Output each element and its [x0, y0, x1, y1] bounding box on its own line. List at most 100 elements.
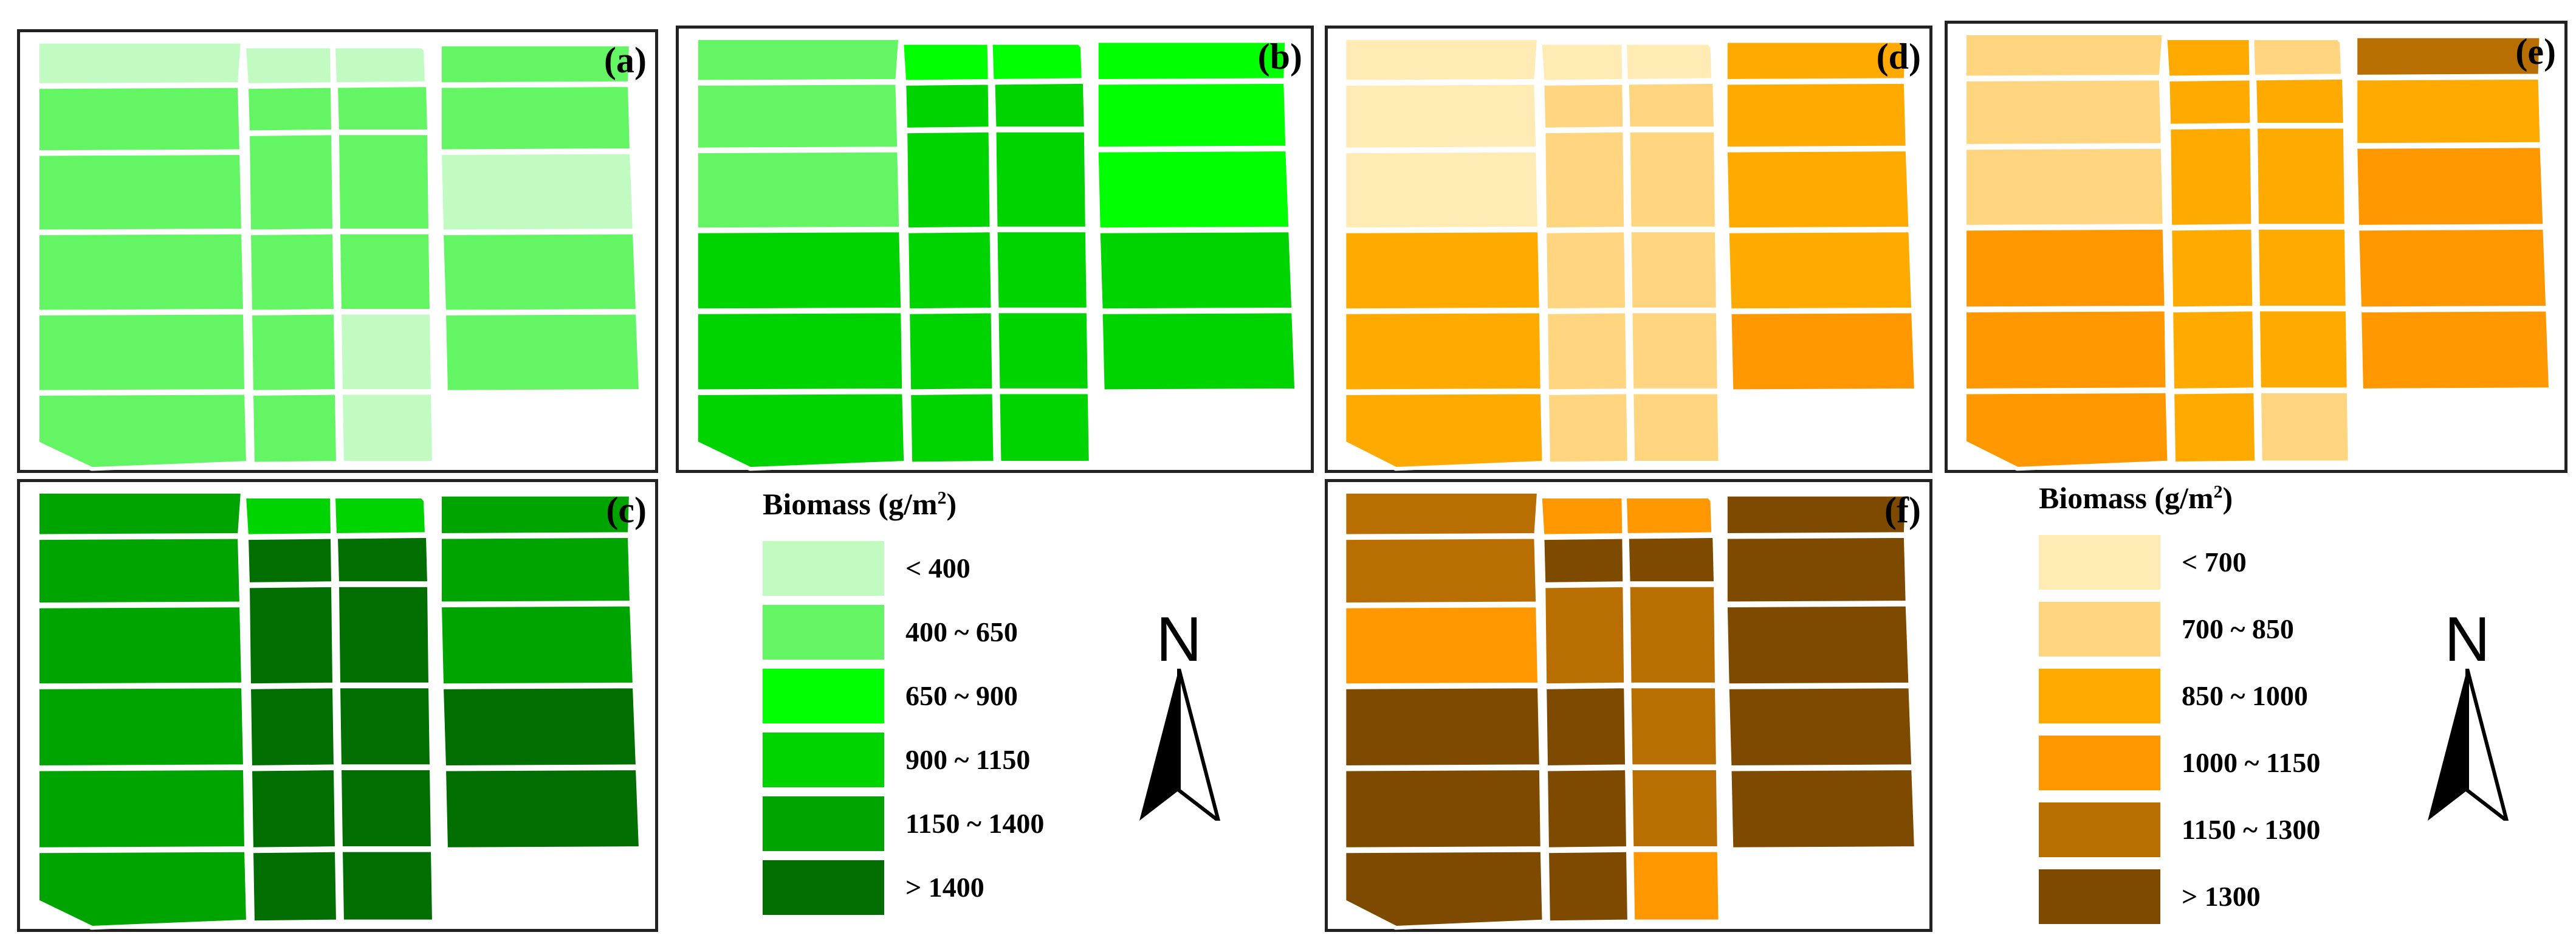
field-plot: [994, 309, 1093, 393]
field-plot: [2251, 75, 2348, 127]
legend-green: Biomass (g/m2) < 400 400 ~ 650 650 ~ 900…: [763, 486, 1127, 924]
north-label: N: [2444, 604, 2490, 675]
field-plot: [1341, 848, 1547, 930]
field-plot: [2167, 226, 2258, 311]
field-plot: [1624, 80, 1719, 131]
field-plot: [35, 535, 244, 607]
field-plot: [1341, 148, 1542, 232]
field-plot: [334, 583, 433, 687]
field-plot: [1341, 309, 1545, 393]
field-plot: [1626, 583, 1720, 687]
field-plot: [337, 311, 436, 393]
field-plot: [693, 390, 909, 471]
field-plot: [1544, 848, 1632, 925]
field-plot: [1624, 534, 1719, 585]
field-plot: [1723, 80, 1911, 151]
legend-label: 900 ~ 1150: [905, 744, 1031, 775]
field-plot: [1962, 226, 2169, 311]
legend-label: 850 ~ 1000: [2182, 680, 2308, 711]
field-plot: [693, 81, 902, 152]
map-panel-c: (c): [17, 479, 658, 932]
field-map-c: [35, 489, 644, 930]
field-plot: [1626, 228, 1721, 312]
field-plot: [35, 766, 249, 852]
field-plot: [331, 44, 430, 86]
field-plot: [1726, 309, 1919, 393]
field-plot: [35, 311, 249, 394]
field-plot: [1341, 766, 1545, 852]
field-plot: [901, 81, 994, 132]
north-arrow: N: [2416, 608, 2519, 827]
legend-label: 1150 ~ 1300: [2182, 814, 2321, 845]
field-plot: [2352, 34, 2544, 79]
field-plot: [335, 684, 434, 768]
field-plot: [439, 230, 641, 314]
legend-label: 700 ~ 850: [2182, 613, 2294, 644]
legend-green-title: Biomass (g/m2): [763, 487, 957, 521]
field-plot: [437, 83, 634, 153]
field-plot: [2357, 307, 2554, 393]
field-plot: [987, 41, 1087, 83]
field-plot: [35, 603, 246, 688]
field-plot: [1622, 494, 1716, 537]
field-plot: [249, 391, 341, 466]
field-plot: [1627, 766, 1722, 850]
field-plot: [35, 684, 248, 770]
field-plot: [899, 41, 993, 84]
field-plot: [1341, 81, 1540, 152]
field-plot: [35, 40, 246, 88]
north-arrow-icon: [1139, 669, 1221, 821]
field-plot: [992, 228, 1091, 312]
field-plot: [906, 390, 998, 466]
field-plot: [1622, 41, 1716, 83]
field-plot: [241, 494, 335, 538]
field-plot: [991, 128, 1090, 230]
panel-label-b: (b): [1257, 36, 1302, 77]
field-plot: [1726, 766, 1919, 852]
field-plot: [1723, 602, 1914, 688]
field-plot: [244, 535, 336, 587]
field-plot: [335, 230, 434, 313]
field-plot: [1341, 36, 1542, 84]
field-plot: [1629, 390, 1723, 465]
legend-swatch: [2039, 669, 2160, 723]
field-plot: [333, 83, 432, 134]
legend-label: > 1300: [2182, 881, 2261, 912]
field-plot: [35, 230, 248, 314]
field-plot: [1629, 848, 1723, 923]
field-plot: [331, 494, 430, 537]
field-plot: [902, 128, 995, 232]
field-plot: [437, 492, 634, 537]
field-plot: [693, 148, 904, 232]
legend-label: < 700: [2182, 547, 2247, 578]
panel-label-d: (d): [1876, 36, 1921, 77]
field-plot: [2249, 36, 2346, 79]
field-plot: [1540, 583, 1629, 688]
field-map-d: [1341, 36, 1919, 471]
map-panel-b: (b): [676, 26, 1314, 473]
field-plot: [338, 848, 437, 923]
field-plot: [247, 766, 340, 852]
field-plot: [2162, 36, 2255, 80]
legend-swatch: [763, 860, 884, 915]
field-plot: [1542, 684, 1630, 770]
field-plot: [1540, 128, 1629, 232]
field-plot: [693, 228, 906, 312]
field-plot: [995, 390, 1094, 465]
field-plot: [1626, 684, 1721, 768]
field-plot: [2255, 307, 2352, 391]
field-plot: [1093, 80, 1291, 151]
north-arrow: N: [1127, 608, 1231, 827]
field-plot: [2254, 226, 2351, 310]
field-plot: [1097, 309, 1300, 393]
legend-swatch: [2039, 869, 2160, 924]
field-plot: [337, 766, 436, 850]
field-plot: [1341, 390, 1547, 471]
field-plot: [1341, 603, 1542, 688]
field-plot: [1095, 228, 1297, 312]
field-plot: [1341, 535, 1540, 607]
field-plot: [437, 150, 637, 233]
north-label: N: [1156, 604, 1202, 675]
field-plot: [437, 534, 634, 605]
field-plot: [1626, 128, 1720, 230]
